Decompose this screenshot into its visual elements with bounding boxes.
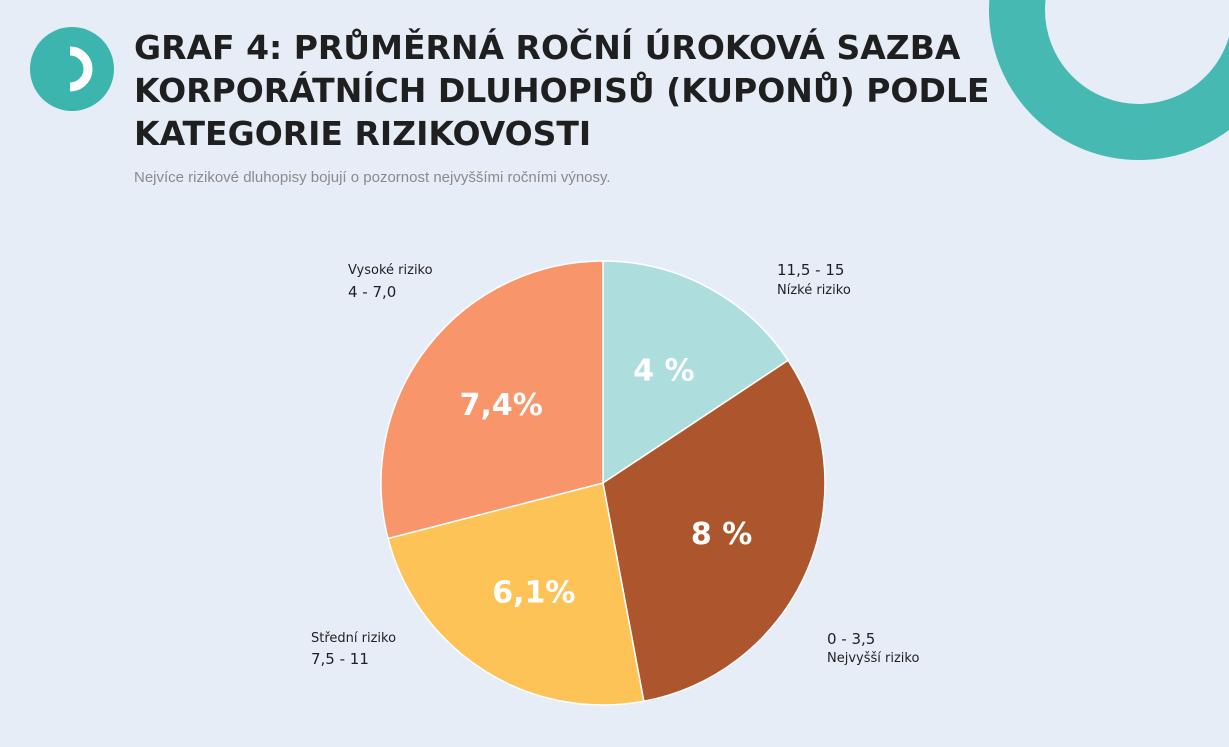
pie-slice <box>602 359 826 703</box>
category-name-label: Vysoké riziko <box>348 263 433 278</box>
category-range-label: 11,5 - 15 <box>777 261 844 279</box>
ring-decoration-icon <box>989 0 1229 160</box>
pie-slice <box>387 482 645 706</box>
category-name-label: Střední riziko <box>311 631 396 646</box>
brand-logo-icon <box>30 27 114 111</box>
chart-subtitle: Nejvíce rizikové dluhopisy bojují o pozo… <box>134 169 611 186</box>
pie-slice <box>602 260 790 485</box>
slice-value-label: 8 % <box>691 517 752 552</box>
category-name-label: Nejvyšší riziko <box>827 651 919 666</box>
slice-value-label: 4 % <box>633 354 694 389</box>
slice-value-label: 7,4% <box>460 388 543 423</box>
category-range-label: 7,5 - 11 <box>311 650 369 668</box>
slice-value-label: 6,1% <box>492 576 575 611</box>
chart-title: GRAF 4: PRŮMĚRNÁ ROČNÍ ÚROKOVÁ SAZBA KOR… <box>134 28 990 153</box>
pie-slice <box>380 260 604 540</box>
category-range-label: 0 - 3,5 <box>827 630 875 648</box>
category-name-label: Nízké riziko <box>777 283 851 298</box>
category-range-label: 4 - 7,0 <box>348 283 396 301</box>
